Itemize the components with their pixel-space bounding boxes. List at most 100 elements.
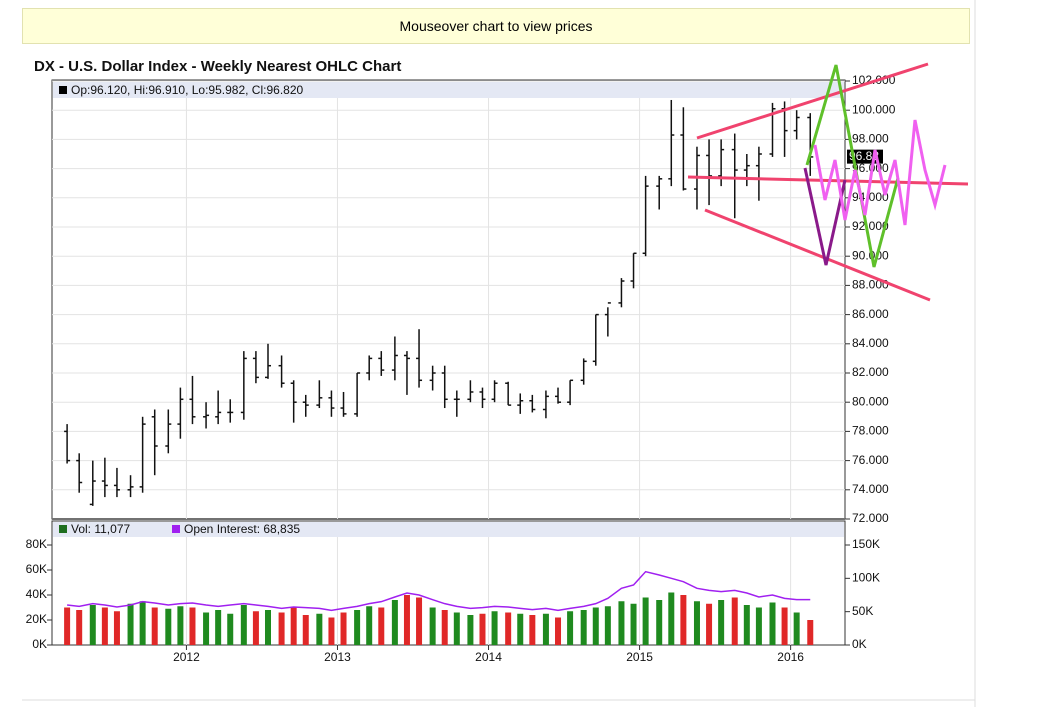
volume-bar [555,617,562,645]
projection [805,64,900,268]
volume-bar [227,613,234,645]
y-tick-label: 82.000 [852,365,889,379]
volume-bar [693,601,700,645]
volume-bar [64,607,71,645]
vol-info-bar [53,522,844,537]
volume-bar [316,613,323,645]
volume-bar [89,605,96,645]
volume-bar [366,606,373,645]
volume-bar [203,612,210,645]
y2-tick-label: 0K [852,637,867,651]
y-tick-label: 80.000 [852,394,889,408]
y-tick-label: 76.000 [852,453,889,467]
volume-bar [378,607,385,645]
vol-legend: Vol: 11,077 [71,522,130,536]
volume-bar [467,615,474,645]
volume-bar [718,600,725,645]
volume-bar [354,610,361,645]
volume-bar [731,597,738,645]
y-tick-label: 78.000 [852,424,889,438]
oi-line [67,570,811,612]
volume-bar [328,617,335,645]
volume-bar [706,603,713,645]
drawings [687,62,969,302]
y-tick-label: 86.000 [852,307,889,321]
volume-bar [215,610,222,645]
volume-bar [491,611,498,645]
volume-bar [807,620,814,645]
volume-bar [101,607,108,645]
volume-bar [165,608,172,645]
volume-bar [340,612,347,645]
y-tick-label: 84.000 [852,336,889,350]
volume-bar [517,613,524,645]
y2-tick-label: 150K [852,537,880,551]
y-tick-label: 98.000 [852,132,889,146]
y2-tick-label: 50K [852,604,873,618]
volume-bar [264,610,271,645]
volume-bar [416,597,423,645]
y-tick-label: 92.000 [852,219,889,233]
y-tick-label: 20K [26,612,47,626]
y-tick-label: 74.000 [852,482,889,496]
last-price-label: 96.82 [849,149,879,163]
volume-panel [51,520,846,646]
info-bar [53,82,844,98]
volume-bar [127,603,134,645]
volume-bar [793,612,800,645]
volume-bar [189,607,196,645]
volume-bar [743,605,750,645]
oi-legend: Open Interest: 68,835 [184,522,300,536]
x-tick-label: 2013 [324,650,351,664]
volume-bar [290,607,297,645]
y-tick-label: 80K [26,537,47,551]
volume-bar [177,606,184,645]
trend-line [687,175,969,186]
x-tick-label: 2014 [475,650,502,664]
volume-bar [592,607,599,645]
volume-bar [656,600,663,645]
projection [813,119,947,226]
x-tick-label: 2015 [626,650,653,664]
volume-bar [151,607,158,645]
volume-bar [567,611,574,645]
volume-bar [479,613,486,645]
volume-bar [668,592,675,645]
volume-bar [391,600,398,645]
vol-icon [59,525,67,533]
volume-bar [403,595,410,645]
volume-bar [278,612,285,645]
info-icon [59,86,67,94]
y2-tick-label: 100K [852,571,880,585]
y-tick-label: 100.000 [852,102,896,116]
y-tick-label: 88.000 [852,278,889,292]
ohlc-info: Op:96.120, Hi:96.910, Lo:95.982, Cl:96.8… [71,83,303,97]
x-tick-label: 2016 [777,650,804,664]
volume-bar [529,615,536,645]
projection [803,167,847,266]
volume-bar [441,610,448,645]
y-tick-label: 0K [32,637,47,651]
volume-bar [139,601,146,645]
x-tick-label: 2012 [173,650,200,664]
volume-bar [76,610,83,645]
trend-line [704,208,931,302]
volume-bar [429,607,436,645]
volume-bar [755,607,762,645]
volume-bar [618,601,625,645]
trend-line [696,62,929,140]
oi-icon [172,525,180,533]
volume-bar [781,607,788,645]
price-panel [51,79,846,520]
volume-bar [302,615,309,645]
chart-title: DX - U.S. Dollar Index - Weekly Nearest … [34,58,401,75]
volume-bar [642,597,649,645]
y-tick-label: 40K [26,587,47,601]
volume-bar [604,606,611,645]
volume-bar [113,611,120,645]
volume-bar [542,613,549,645]
volume-bar [505,612,512,645]
volume-bar [680,595,687,645]
